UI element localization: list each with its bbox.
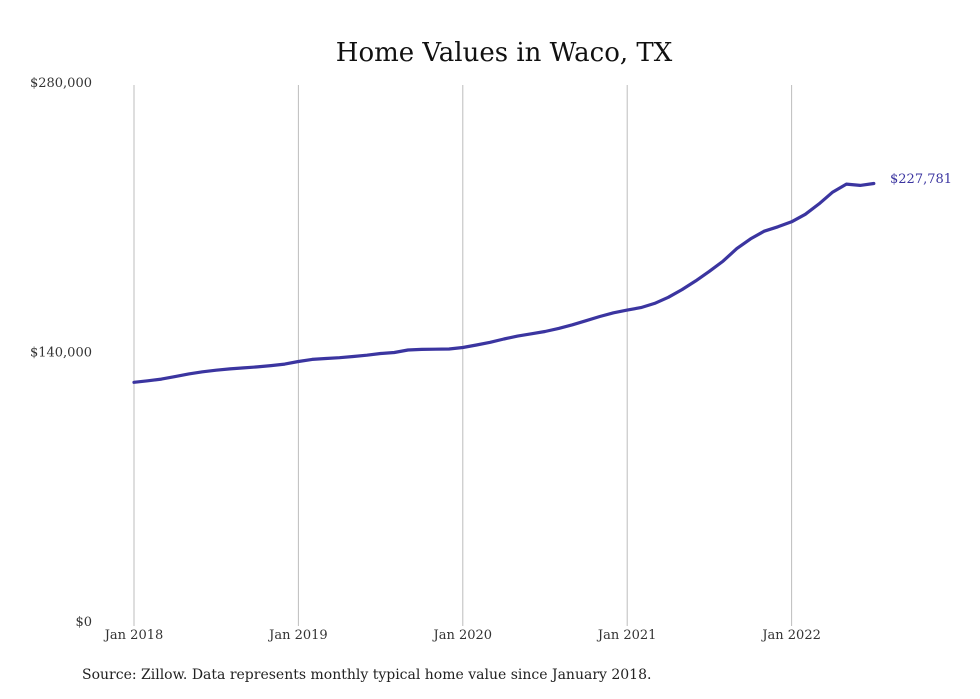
y-tick-label: $280,000 xyxy=(30,76,92,91)
gridlines xyxy=(133,85,793,626)
data-point xyxy=(708,270,711,273)
data-point xyxy=(420,348,423,351)
data-point xyxy=(571,323,574,326)
data-point xyxy=(653,302,656,305)
data-point xyxy=(735,247,738,250)
data-point xyxy=(228,367,232,371)
data-point xyxy=(749,237,752,241)
data-point xyxy=(475,343,478,347)
series-line xyxy=(132,181,876,384)
data-point xyxy=(283,362,286,366)
data-point xyxy=(845,182,848,186)
x-axis-ticks: Jan 2018 Jan 2019 Jan 2020 Jan 2021 Jan 2022 xyxy=(103,628,821,643)
x-tick-label: Jan 2022 xyxy=(760,628,821,643)
data-point xyxy=(173,375,177,378)
data-point xyxy=(379,352,382,355)
x-tick-label: Jan 2019 xyxy=(267,628,328,643)
data-point xyxy=(557,327,560,330)
data-point xyxy=(489,341,492,344)
data-point xyxy=(160,377,163,381)
data-point xyxy=(639,306,643,309)
data-point xyxy=(201,370,204,373)
data-point xyxy=(461,346,464,349)
x-tick-label: Jan 2018 xyxy=(103,628,164,643)
data-point xyxy=(256,365,259,369)
y-axis-ticks: $0 $140,000 $280,000 xyxy=(30,76,92,630)
data-point xyxy=(310,358,314,361)
data-point xyxy=(776,225,780,228)
series-layer xyxy=(132,181,876,384)
data-point xyxy=(352,355,355,358)
data-point xyxy=(434,348,437,351)
data-point xyxy=(393,351,396,354)
data-point xyxy=(667,296,670,299)
data-point xyxy=(447,347,451,351)
data-point xyxy=(215,369,218,372)
data-point xyxy=(338,356,341,359)
x-tick-label: Jan 2021 xyxy=(596,628,657,643)
data-point xyxy=(858,184,862,187)
x-tick-label: Jan 2020 xyxy=(432,628,493,643)
data-point xyxy=(146,379,149,382)
data-point xyxy=(406,348,410,352)
data-point xyxy=(790,220,793,223)
data-point xyxy=(680,288,684,291)
source-note: Source: Zillow. Data represents monthly … xyxy=(82,667,652,683)
data-point xyxy=(269,364,273,367)
data-point xyxy=(804,213,807,216)
data-point xyxy=(365,354,369,357)
data-point xyxy=(132,381,136,384)
data-point xyxy=(584,319,588,322)
data-point xyxy=(297,360,300,363)
data-point xyxy=(817,202,821,206)
data-point xyxy=(721,259,725,263)
last-value-label: $227,781 xyxy=(890,172,952,187)
y-tick-label: $140,000 xyxy=(30,346,92,361)
y-tick-label: $0 xyxy=(75,615,92,630)
data-point xyxy=(694,279,697,283)
data-point xyxy=(324,357,327,360)
data-point xyxy=(502,337,506,341)
data-point xyxy=(598,315,601,318)
data-point xyxy=(626,308,629,312)
chart-title: Home Values in Waco, TX xyxy=(336,38,673,68)
data-point xyxy=(242,366,245,370)
data-point xyxy=(831,190,834,194)
data-point xyxy=(530,332,533,335)
data-point xyxy=(516,334,519,338)
data-point xyxy=(543,330,547,333)
data-point xyxy=(612,311,615,314)
data-point xyxy=(872,182,875,185)
data-point xyxy=(187,372,190,376)
data-point xyxy=(763,230,766,233)
